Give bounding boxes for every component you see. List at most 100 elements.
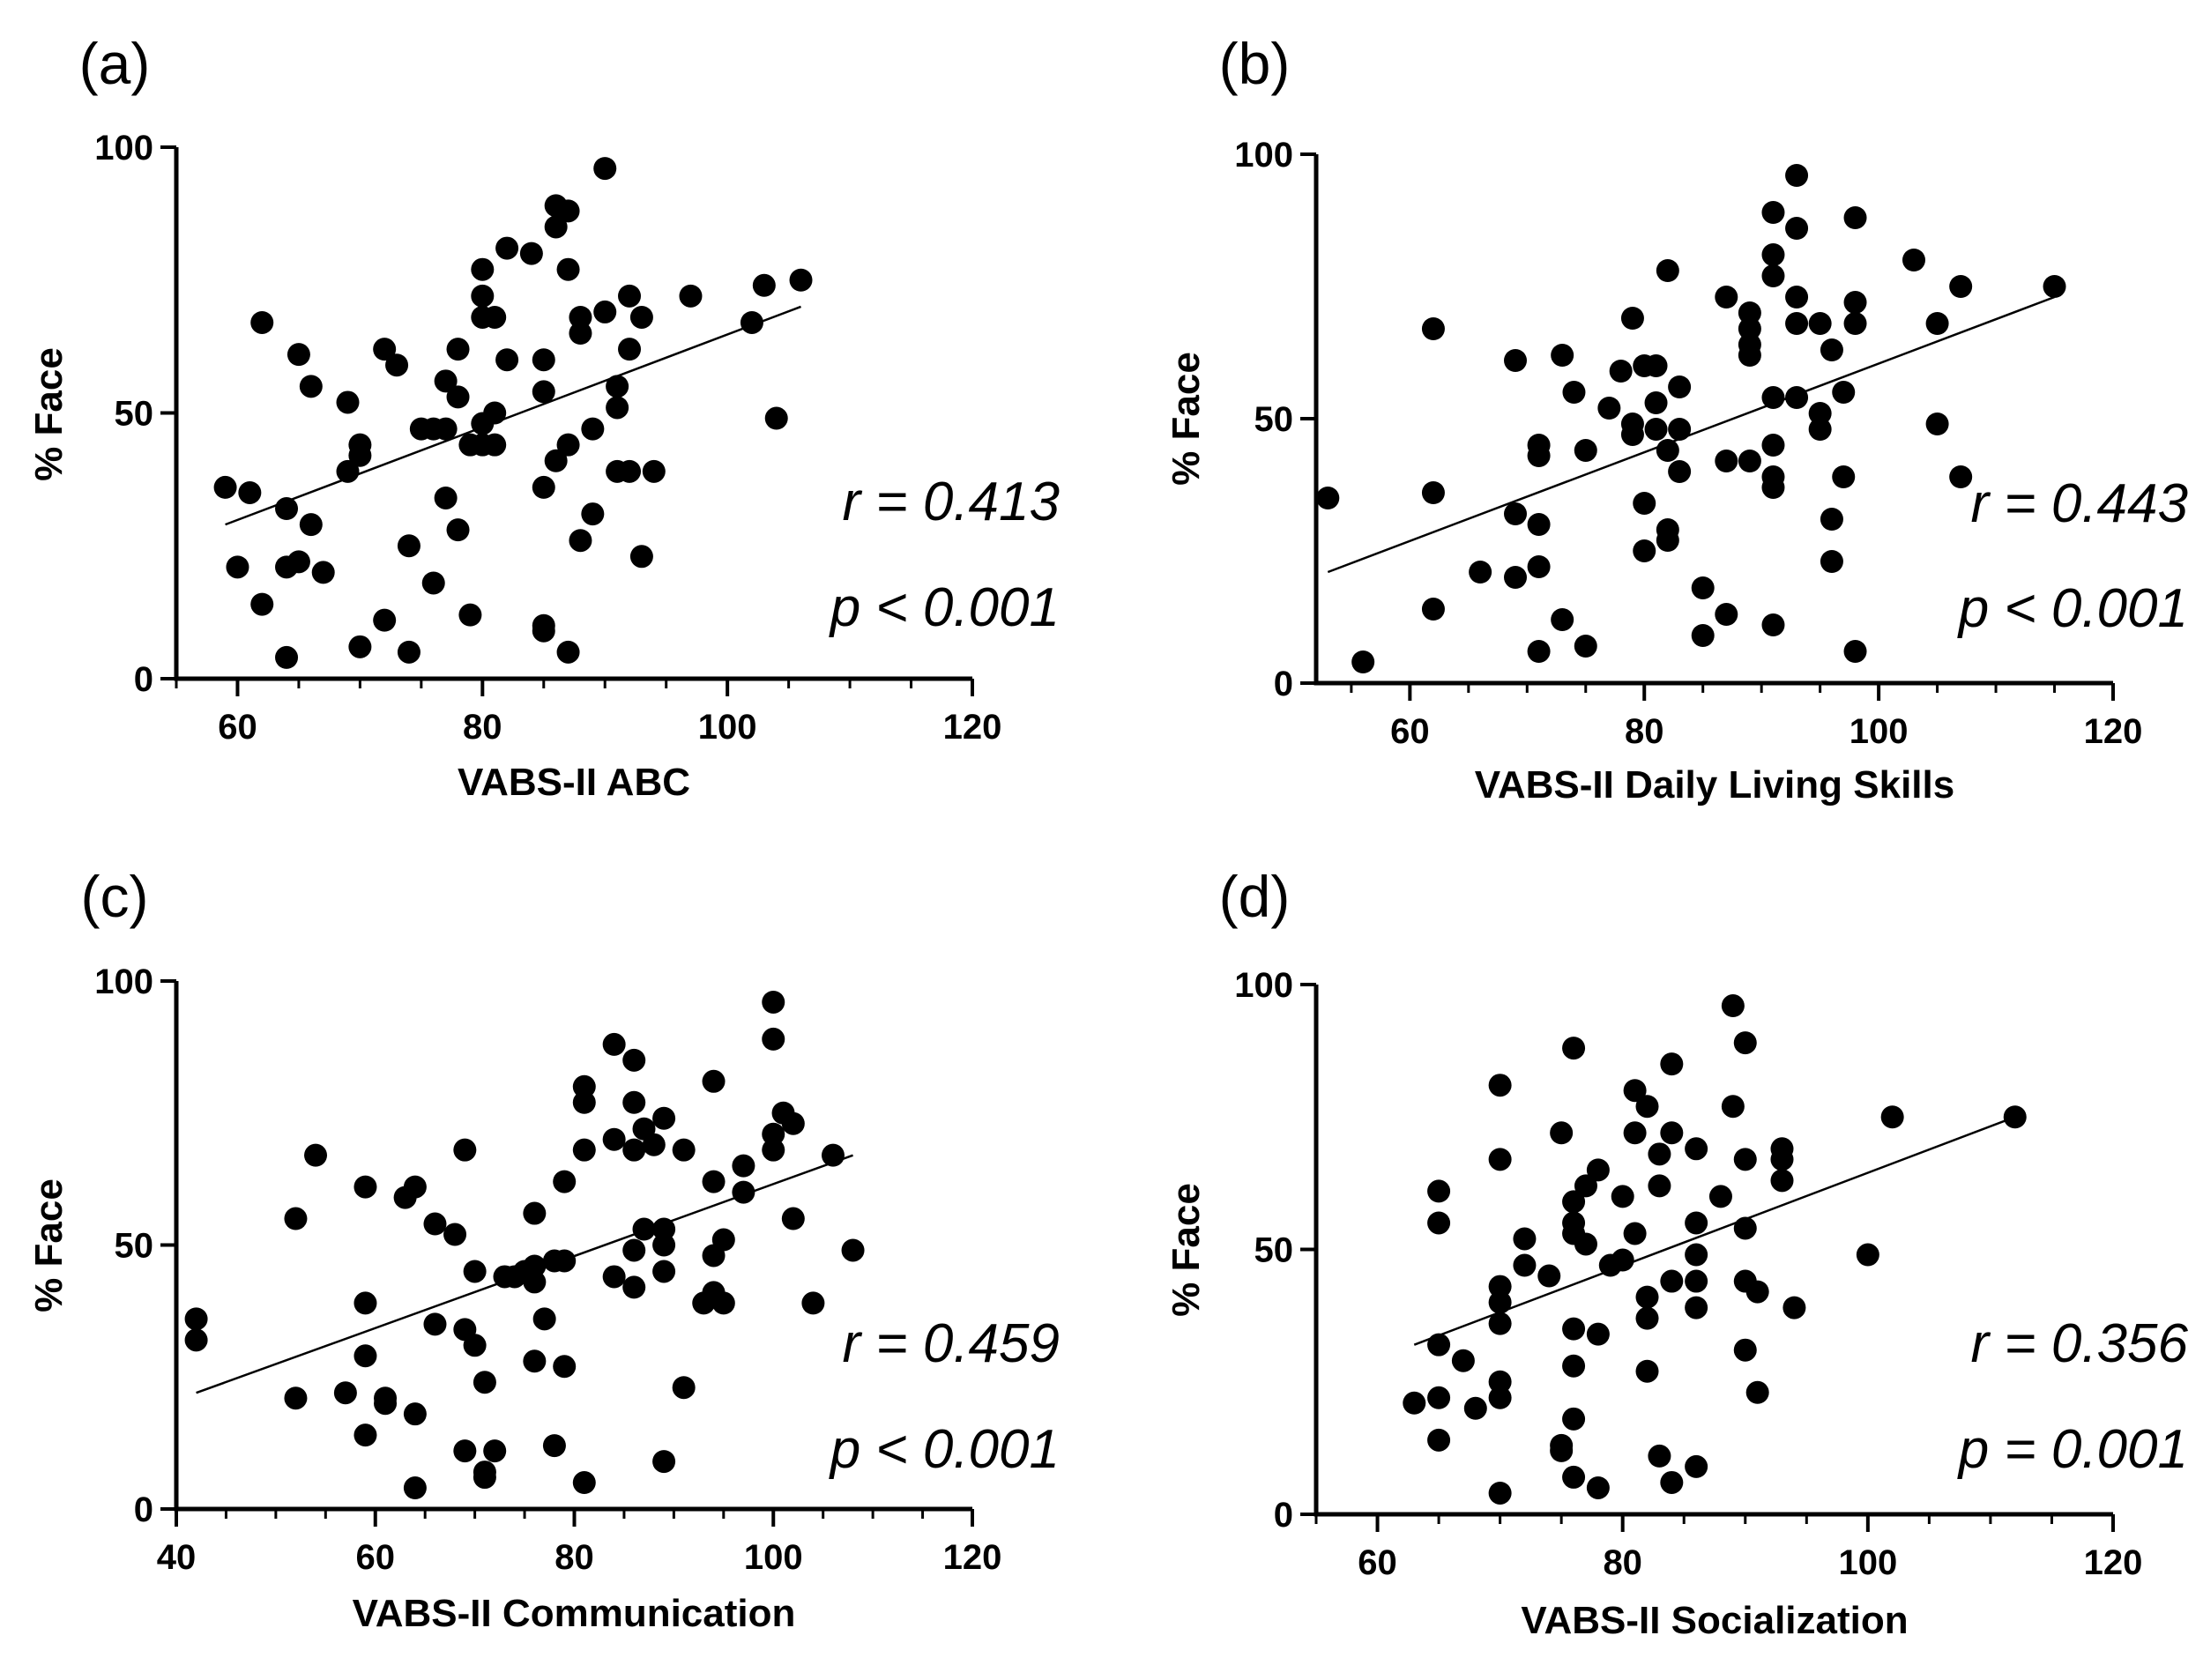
correlation-r-text: r = 0.356 xyxy=(1971,1313,2189,1374)
data-point xyxy=(1620,307,1644,330)
data-point xyxy=(569,322,592,346)
data-point xyxy=(1537,1264,1561,1288)
data-point xyxy=(403,1175,427,1199)
data-point xyxy=(1715,603,1738,626)
x-axis-title: VABS-II Communication xyxy=(353,1592,796,1635)
data-point xyxy=(1609,360,1633,383)
data-point xyxy=(1504,349,1527,372)
data-point xyxy=(618,284,642,308)
data-point xyxy=(2043,275,2066,298)
data-point xyxy=(1611,1185,1634,1208)
data-point xyxy=(1832,381,1856,404)
x-axis-title: VABS-II Socialization xyxy=(1521,1599,1908,1642)
x-tick-label: 80 xyxy=(554,1538,594,1577)
data-point xyxy=(250,592,274,616)
data-point xyxy=(1691,624,1715,647)
data-point xyxy=(1745,1280,1769,1304)
data-point xyxy=(385,353,409,377)
data-point xyxy=(523,1349,547,1373)
data-point xyxy=(622,1090,646,1114)
data-point xyxy=(523,1201,547,1225)
data-point xyxy=(473,1371,496,1394)
x-tick-label: 100 xyxy=(744,1538,803,1577)
data-point xyxy=(1488,1275,1512,1298)
data-point xyxy=(348,635,372,658)
data-point xyxy=(1820,550,1843,573)
data-point xyxy=(1620,423,1644,446)
x-tick-label: 80 xyxy=(1625,712,1664,751)
data-point xyxy=(397,534,421,558)
data-point xyxy=(1770,1148,1794,1171)
data-point xyxy=(1469,561,1492,584)
x-tick-label: 100 xyxy=(698,708,757,747)
data-point xyxy=(1685,1243,1708,1267)
data-point xyxy=(333,1381,357,1405)
data-point xyxy=(1745,1380,1769,1404)
data-point xyxy=(622,1048,646,1072)
data-point xyxy=(1562,1037,1586,1060)
data-point xyxy=(453,1138,477,1162)
data-point xyxy=(1451,1349,1475,1372)
data-point xyxy=(606,396,629,420)
data-point xyxy=(553,1249,577,1273)
data-point xyxy=(544,449,568,472)
data-point xyxy=(1644,354,1668,377)
data-point xyxy=(1633,539,1656,562)
data-point xyxy=(458,603,482,627)
data-point xyxy=(1644,418,1668,441)
data-point xyxy=(1733,1338,1757,1362)
data-point xyxy=(764,406,788,430)
data-point xyxy=(1513,1227,1537,1251)
y-axis-title: % Face xyxy=(27,1178,71,1312)
data-point xyxy=(1656,259,1679,282)
x-tick-label: 120 xyxy=(943,1538,1002,1577)
data-point xyxy=(471,257,495,281)
data-point xyxy=(1316,487,1340,509)
regression-line xyxy=(1413,1116,2016,1346)
correlation-r-text: r = 0.459 xyxy=(843,1313,1060,1374)
data-point xyxy=(1488,1290,1512,1314)
data-point xyxy=(553,1170,577,1193)
data-point xyxy=(672,1138,696,1162)
data-point xyxy=(304,1143,328,1167)
data-point xyxy=(622,1138,646,1162)
data-point xyxy=(556,433,580,457)
data-point xyxy=(1586,1322,1610,1346)
data-point xyxy=(711,1291,735,1315)
p-value-text: p < 0.001 xyxy=(829,577,1060,638)
data-point xyxy=(1351,650,1375,673)
x-tick-label: 40 xyxy=(157,1538,197,1577)
data-point xyxy=(1586,1476,1610,1499)
data-point xyxy=(1808,312,1832,335)
data-point xyxy=(1761,243,1785,266)
data-point xyxy=(1733,1148,1757,1171)
data-point xyxy=(652,1450,676,1474)
x-tick-label: 60 xyxy=(1390,712,1430,751)
data-point xyxy=(1761,434,1785,457)
data-point xyxy=(336,459,360,483)
data-point xyxy=(1880,1105,1904,1129)
data-point xyxy=(523,1270,547,1294)
data-point xyxy=(434,417,458,441)
data-point xyxy=(1770,1169,1794,1193)
data-point xyxy=(483,305,507,329)
data-point xyxy=(1551,344,1574,367)
data-point xyxy=(373,338,397,361)
data-point xyxy=(250,310,274,334)
data-point xyxy=(629,305,653,329)
data-point xyxy=(483,433,507,457)
data-point xyxy=(275,645,299,669)
data-point xyxy=(1597,397,1621,420)
data-point xyxy=(652,1217,676,1241)
x-tick-label: 100 xyxy=(1849,712,1909,751)
x-tick-label: 60 xyxy=(356,1538,396,1577)
data-point xyxy=(702,1069,726,1093)
data-point xyxy=(732,1154,755,1178)
x-tick-label: 60 xyxy=(218,708,257,747)
data-point xyxy=(299,375,323,398)
x-tick-label: 120 xyxy=(2084,712,2143,751)
regression-line xyxy=(1327,295,2055,574)
y-axis-title: % Face xyxy=(1165,352,1208,486)
data-point xyxy=(1562,1190,1586,1214)
data-point xyxy=(1685,1137,1708,1161)
